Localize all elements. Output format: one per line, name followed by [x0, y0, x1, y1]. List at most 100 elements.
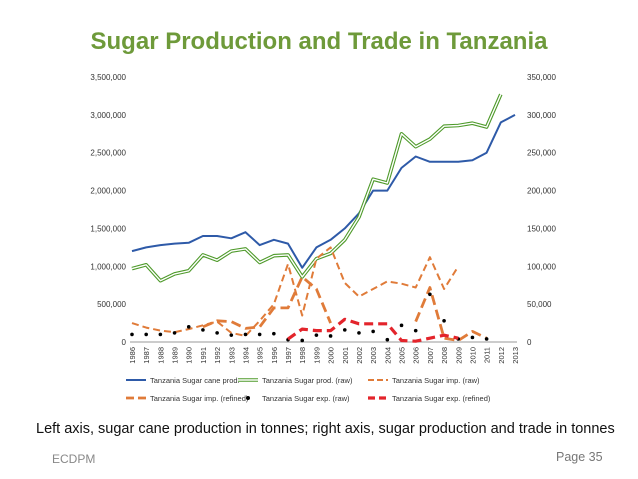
legend-item: Tanzania Sugar imp. (raw)	[368, 376, 480, 385]
data-point	[243, 332, 248, 337]
series-2	[131, 93, 503, 283]
data-point	[357, 331, 361, 335]
legend: Tanzania Sugar cane prod. Tanzania Sugar …	[126, 376, 491, 403]
series-line	[202, 275, 332, 330]
chart-caption: Left axis, sugar cane production in tonn…	[36, 421, 615, 437]
left-axis-tick-label: 3,000,000	[90, 111, 126, 120]
data-point	[413, 328, 418, 333]
x-axis-tick-label: 1987	[142, 347, 151, 364]
x-axis: 1986 1987 1988 1989 1990 1991 1992 1993 1994 1995…	[128, 341, 520, 364]
left-axis-tick-label: 2,000,000	[90, 187, 126, 196]
right-axis-tick-label: 200,000	[527, 187, 556, 196]
data-point	[328, 334, 333, 338]
series-line	[414, 286, 488, 342]
data-point	[144, 332, 148, 337]
x-axis-tick-label: 2007	[426, 347, 435, 364]
left-axis-tick-label: 1,500,000	[90, 224, 126, 233]
right-axis-tick-label: 350,000	[527, 73, 556, 82]
left-axis-tick-label: 3,500,000	[90, 73, 126, 82]
legend-item: Tanzania Sugar cane prod.	[126, 376, 240, 385]
series-3	[131, 246, 460, 337]
x-axis-tick-label: 2011	[483, 347, 492, 363]
series-4	[202, 275, 488, 342]
left-axis-tick-label: 500,000	[97, 300, 126, 309]
x-axis-tick-label: 2003	[369, 347, 378, 364]
left-axis-tick-label: 1,000,000	[90, 262, 126, 271]
data-point	[442, 319, 446, 323]
page-number: Page 35	[556, 450, 603, 464]
legend-label: Tanzania Sugar prod. (raw)	[262, 376, 353, 385]
series-line	[131, 246, 460, 337]
x-axis-tick-label: 2005	[398, 347, 407, 364]
series-line-inner	[131, 94, 502, 282]
x-axis-tick-label: 1990	[185, 347, 194, 364]
x-axis-tick-label: 1991	[199, 347, 208, 364]
left-y-axis: 0 500,000 1,000,000 1,500,000 2,000,000 2,500…	[90, 73, 126, 347]
data-point	[342, 328, 347, 332]
series-line	[131, 114, 516, 269]
right-axis-tick-label: 250,000	[527, 149, 556, 158]
data-point	[300, 338, 305, 343]
x-axis-tick-label: 1988	[156, 347, 165, 364]
right-axis-tick-label: 150,000	[527, 224, 556, 233]
data-point	[484, 337, 489, 341]
data-point	[428, 292, 432, 297]
chart-title: Sugar Production and Trade in Tanzania	[90, 28, 548, 55]
x-axis-tick-label: 1994	[241, 347, 250, 364]
x-axis-tick-label: 2009	[454, 347, 463, 364]
left-axis-tick-label: 2,500,000	[90, 149, 126, 158]
x-axis-tick-label: 2013	[511, 347, 520, 364]
data-point	[172, 331, 177, 335]
data-point	[470, 335, 475, 340]
legend-item: Tanzania Sugar exp. (raw)	[246, 394, 350, 403]
data-point	[385, 337, 390, 342]
data-point	[186, 325, 191, 329]
x-axis-tick-label: 1996	[270, 347, 279, 364]
x-axis-tick-label: 1997	[284, 347, 293, 364]
left-axis-tick-label: 0	[122, 338, 127, 347]
data-point	[257, 332, 262, 337]
series-layer	[130, 93, 516, 343]
footer-org: ECDPM	[52, 452, 96, 466]
x-axis-tick-label: 2012	[497, 347, 506, 364]
series-line	[287, 317, 459, 343]
data-point	[130, 332, 134, 337]
series-1	[131, 114, 516, 269]
x-axis-tick-label: 1999	[312, 347, 321, 364]
right-axis-tick-label: 300,000	[527, 111, 556, 120]
data-point	[371, 329, 375, 334]
data-point	[399, 323, 404, 328]
data-point	[158, 332, 163, 337]
x-axis-tick-label: 2010	[468, 347, 477, 364]
data-point	[314, 333, 319, 337]
legend-swatch	[246, 396, 250, 400]
legend-item: Tanzania Sugar imp. (refined)	[126, 394, 249, 403]
right-axis-tick-label: 0	[527, 338, 532, 347]
legend-item: Tanzania Sugar exp. (refined)	[368, 394, 491, 403]
series-5	[130, 292, 489, 343]
legend-item: Tanzania Sugar prod. (raw)	[238, 376, 353, 385]
x-axis-tick-label: 2002	[355, 347, 364, 364]
data-point	[229, 333, 234, 337]
data-point	[215, 331, 219, 335]
legend-label: Tanzania Sugar cane prod.	[150, 376, 240, 385]
data-point	[201, 328, 205, 332]
x-axis-tick-label: 1993	[227, 347, 236, 364]
x-axis-tick-label: 1986	[128, 347, 137, 364]
x-axis-tick-label: 2001	[341, 347, 350, 364]
legend-label: Tanzania Sugar exp. (raw)	[262, 394, 350, 403]
x-axis-tick-label: 1989	[171, 347, 180, 364]
x-axis-tick-label: 2006	[412, 347, 421, 364]
legend-label: Tanzania Sugar imp. (raw)	[392, 376, 480, 385]
x-axis-tick-label: 1995	[256, 347, 265, 364]
x-axis-tick-label: 2008	[440, 347, 449, 364]
x-axis-tick-label: 1992	[213, 347, 222, 364]
series-line-outer	[131, 93, 503, 283]
legend-label: Tanzania Sugar exp. (refined)	[392, 394, 491, 403]
right-y-axis: 0 50,000 100,000 150,000 200,000 250,000 300,0…	[527, 73, 556, 347]
data-point	[272, 331, 276, 336]
legend-label: Tanzania Sugar imp. (refined)	[150, 394, 249, 403]
x-axis-tick-label: 2000	[327, 347, 336, 364]
series-6	[287, 317, 459, 343]
